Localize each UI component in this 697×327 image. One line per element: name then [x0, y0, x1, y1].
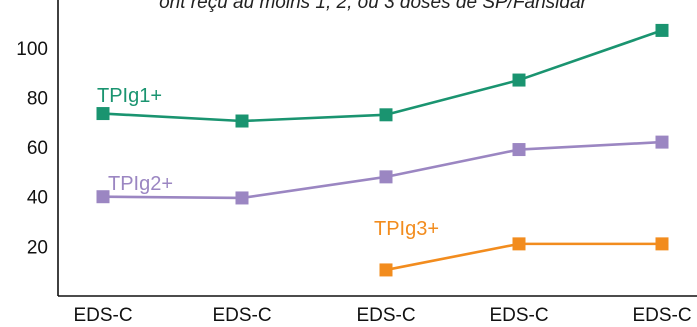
data-point-marker: [96, 107, 110, 121]
x-tick-label: EDS-C: [73, 305, 132, 326]
data-point-marker: [235, 114, 249, 128]
y-tick-label: 20: [27, 237, 48, 258]
series-line: [102, 140, 663, 200]
series-label: TPIg2+: [108, 173, 173, 195]
data-point-marker: [96, 190, 110, 204]
x-tick-label: EDS-C: [356, 305, 415, 326]
y-tick-label: 80: [27, 88, 48, 109]
data-point-marker: [235, 191, 249, 205]
data-point-marker: [379, 108, 393, 122]
series-line: [102, 29, 663, 123]
data-point-marker: [512, 73, 526, 87]
data-point-marker: [655, 237, 669, 251]
y-tick-labels: 20 40 60 80 100: [16, 39, 48, 259]
y-tick-label: 60: [27, 138, 48, 159]
y-tick-label: 100: [16, 39, 48, 60]
data-point-marker: [512, 237, 526, 251]
chart-title: ont reçu au moins 1, 2, ou 3 doses de SP…: [159, 0, 587, 13]
data-point-marker: [655, 23, 669, 37]
x-tick-label: EDS-C: [212, 305, 271, 326]
x-tick-label: EDS-C: [632, 305, 691, 326]
x-tick-labels: EDS-C EDS-C EDS-C EDS-C EDS-C: [73, 305, 691, 326]
x-tick-label: EDS-C: [489, 305, 548, 326]
data-point-marker: [655, 135, 669, 149]
data-point-marker: [379, 263, 393, 277]
series-label: TPIg1+: [97, 85, 162, 107]
data-point-marker: [379, 170, 393, 184]
series-label: TPIg3+: [374, 218, 439, 240]
series-layer: TPIg1+ TPIg2+ TPIg3+: [96, 23, 669, 277]
data-point-marker: [512, 143, 526, 157]
y-tick-label: 40: [27, 188, 48, 209]
